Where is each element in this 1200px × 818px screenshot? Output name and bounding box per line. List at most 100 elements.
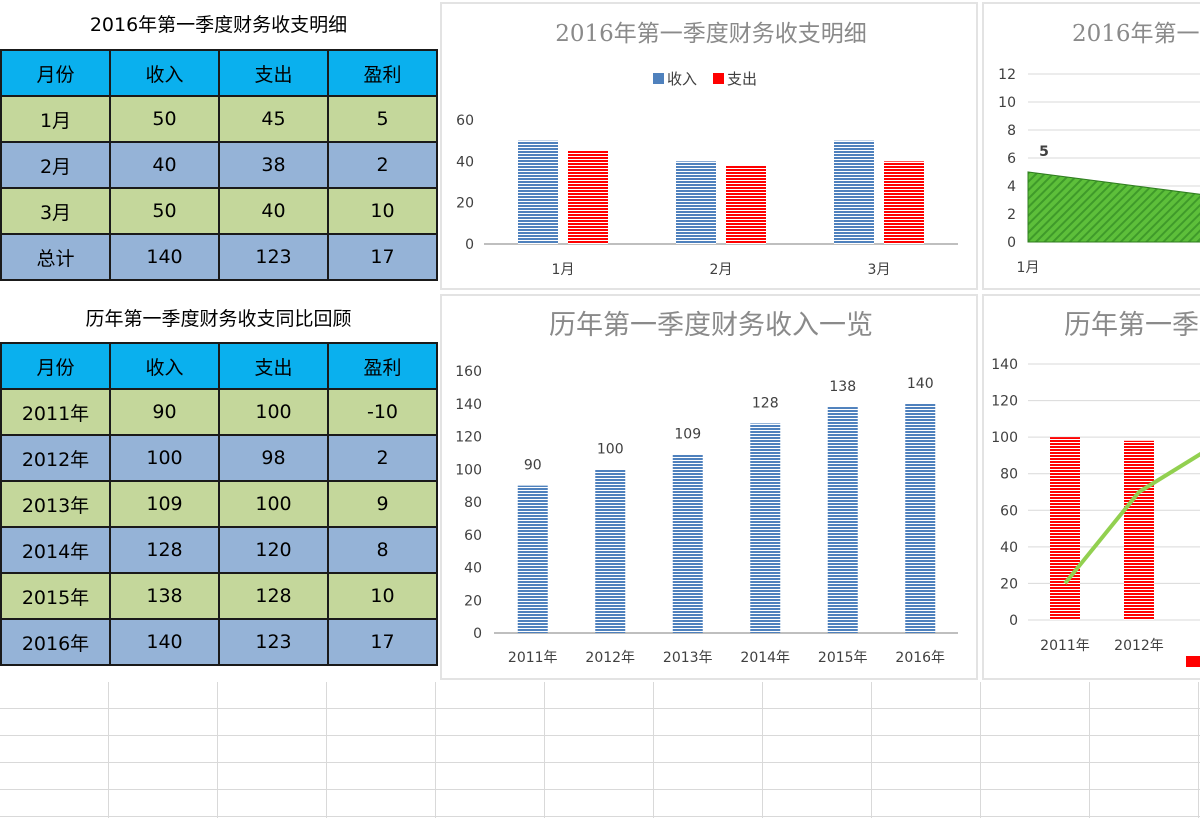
table-header-cell[interactable]: 支出 (218, 49, 329, 97)
y-tick-label: 60 (464, 528, 482, 544)
area-profit (1027, 171, 1200, 243)
table-cell[interactable]: 2 (327, 434, 438, 482)
bar-income (518, 140, 558, 244)
bar-expense (568, 151, 608, 244)
table-cell[interactable]: 140 (109, 233, 220, 281)
table-cell[interactable]: 10 (327, 572, 438, 620)
table-header-cell[interactable]: 月份 (0, 342, 111, 390)
y-tick-label: 20 (1000, 576, 1018, 592)
table-header-cell[interactable]: 盈利 (327, 342, 438, 390)
table-cell[interactable]: 总计 (0, 233, 111, 281)
x-tick-label: 3月 (868, 262, 891, 278)
table-cell[interactable]: 2011年 (0, 388, 111, 436)
data-label: 100 (597, 441, 624, 457)
table1-monthly-detail: 月份 收入 支出 盈利 1月 50 45 5 2月 40 38 2 3月 50 40 10 总计 140 123 17 (0, 49, 438, 281)
table-cell[interactable]: 120 (218, 526, 329, 574)
bar-income (827, 407, 858, 633)
legend-label-expense: 支出 (727, 70, 757, 88)
table-cell[interactable]: 123 (218, 233, 329, 281)
table-cell[interactable]: 2012年 (0, 434, 111, 482)
bar-income (905, 403, 936, 633)
table-cell[interactable]: 2 (327, 141, 438, 189)
y-tick-label: 0 (473, 626, 482, 642)
y-tick-label: 0 (1007, 235, 1016, 251)
table-cell[interactable]: 40 (218, 187, 329, 235)
table-cell[interactable]: -10 (327, 388, 438, 436)
table-cell[interactable]: 100 (109, 434, 220, 482)
legend-label-income: 收入 (667, 70, 697, 88)
table-row: 2015年 138 128 10 (0, 572, 438, 620)
y-tick-label: 20 (456, 196, 474, 212)
bar-income (750, 423, 781, 633)
y-tick-label: 100 (455, 462, 482, 478)
bar-income (517, 485, 548, 633)
table-cell[interactable]: 98 (218, 434, 329, 482)
table-cell[interactable]: 50 (109, 187, 220, 235)
data-label: 138 (829, 379, 856, 395)
table-header-cell[interactable]: 月份 (0, 49, 111, 97)
table-cell[interactable]: 45 (218, 95, 329, 143)
table-row: 2011年 90 100 -10 (0, 388, 438, 436)
chart-title: 历年第一季 (1064, 310, 1199, 341)
table-cell[interactable]: 1月 (0, 95, 111, 143)
table-cell[interactable]: 140 (109, 618, 220, 666)
table-cell[interactable]: 128 (109, 526, 220, 574)
table-cell[interactable]: 123 (218, 618, 329, 666)
y-tick-label: 100 (991, 430, 1018, 446)
chart-yearly-combo[interactable]: 历年第一季0204060801001201402011年2012年2 (982, 294, 1200, 680)
y-tick-label: 40 (464, 561, 482, 577)
chart-monthly-income-expense[interactable]: 2016年第一季度财务收支明细 收入 支出 0 20 40 60 1月 2月 3月 (440, 2, 978, 290)
table-cell[interactable]: 2月 (0, 141, 111, 189)
table-row: 2014年 128 120 8 (0, 526, 438, 574)
table-cell[interactable]: 2013年 (0, 480, 111, 528)
chart-monthly-profit-area[interactable]: 2016年第一 0 2 4 6 8 10 12 5 1月 (982, 2, 1200, 290)
x-tick-label: 2015年 (818, 650, 868, 666)
bar-expense (884, 161, 924, 244)
table-header-cell[interactable]: 收入 (109, 342, 220, 390)
table-cell[interactable]: 3月 (0, 187, 111, 235)
table-cell[interactable]: 109 (109, 480, 220, 528)
table-cell[interactable]: 8 (327, 526, 438, 574)
table-cell[interactable]: 2016年 (0, 618, 111, 666)
y-tick-label: 80 (1000, 467, 1018, 483)
x-tick-label: 2011年 (508, 650, 558, 666)
x-tick-label: 2016年 (895, 650, 945, 666)
x-tick-label: 1月 (1017, 260, 1040, 276)
table-cell[interactable]: 90 (109, 388, 220, 436)
table-cell[interactable]: 100 (218, 388, 329, 436)
x-tick-label: 2011年 (1040, 638, 1090, 654)
table-row: 总计 140 123 17 (0, 233, 438, 281)
table-cell[interactable]: 17 (327, 233, 438, 281)
bar-expense (1124, 440, 1154, 620)
y-tick-label: 6 (1007, 151, 1016, 167)
table-cell[interactable]: 38 (218, 141, 329, 189)
table-header-cell[interactable]: 盈利 (327, 49, 438, 97)
y-tick-label: 12 (998, 67, 1016, 83)
table-row: 1月 50 45 5 (0, 95, 438, 143)
table-cell[interactable]: 10 (327, 187, 438, 235)
table-cell[interactable]: 128 (218, 572, 329, 620)
table-header-cell[interactable]: 支出 (218, 342, 329, 390)
table-row: 2013年 109 100 9 (0, 480, 438, 528)
table-cell[interactable]: 40 (109, 141, 220, 189)
bar-income (676, 161, 716, 244)
table-cell[interactable]: 9 (327, 480, 438, 528)
y-tick-label: 4 (1007, 179, 1016, 195)
chart-yearly-income[interactable]: 历年第一季度财务收入一览 0 20 40 60 80 100 120 140 160 90 2011年… (440, 294, 978, 680)
table-cell[interactable]: 17 (327, 618, 438, 666)
y-tick-label: 40 (456, 154, 474, 170)
table-header-cell[interactable]: 收入 (109, 49, 220, 97)
table-cell[interactable]: 50 (109, 95, 220, 143)
table-cell[interactable]: 100 (218, 480, 329, 528)
table-cell[interactable]: 2015年 (0, 572, 111, 620)
y-tick-label: 160 (455, 364, 482, 380)
data-label: 140 (907, 376, 934, 392)
table-row: 2016年 140 123 17 (0, 618, 438, 666)
table-cell[interactable]: 2014年 (0, 526, 111, 574)
y-tick-label: 60 (456, 113, 474, 129)
table2-yearly-review: 月份 收入 支出 盈利 2011年 90 100 -10 2012年 100 98 2 2013年 109… (0, 342, 438, 666)
data-label: 5 (1039, 144, 1049, 160)
table-cell[interactable]: 138 (109, 572, 220, 620)
table-cell[interactable]: 5 (327, 95, 438, 143)
y-tick-label: 10 (998, 95, 1016, 111)
